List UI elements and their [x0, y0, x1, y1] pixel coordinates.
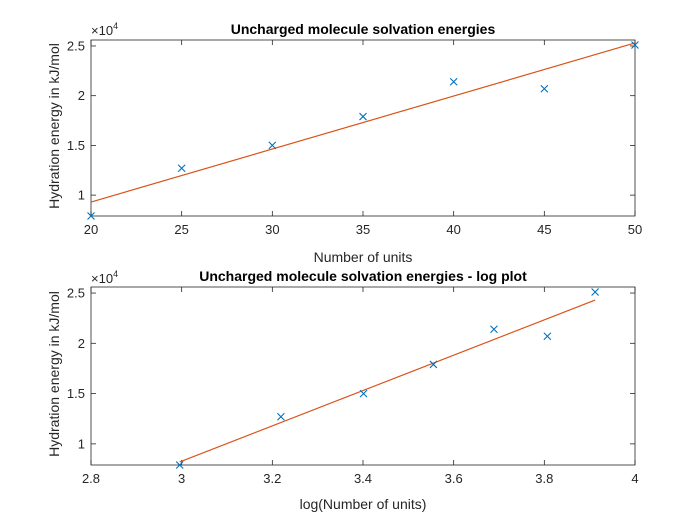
bottom-x-tick-label: 3 — [178, 471, 185, 486]
top-x-tick-label: 25 — [174, 222, 188, 237]
bottom-data-point — [543, 332, 552, 341]
top-x-axis-label: Number of units — [314, 249, 413, 265]
bottom-y-exponent-label: ×104 — [91, 269, 118, 286]
bottom-data-point — [359, 389, 368, 398]
top-x-tick-label: 35 — [356, 222, 370, 237]
bottom-fit-line — [179, 299, 596, 463]
bottom-y-tick-label: 1 — [78, 436, 85, 451]
bottom-data-point — [591, 288, 599, 296]
bottom-x-tick-label: 2.8 — [82, 471, 100, 486]
top-x-tick-label: 40 — [446, 222, 460, 237]
bottom-data-point — [277, 412, 285, 421]
top-y-tick-label: 1 — [78, 188, 85, 203]
top-y-tick-label: 2 — [78, 88, 85, 103]
top-data-point — [177, 164, 186, 173]
bottom-plot-area — [90, 286, 636, 466]
bottom-chart-title: Uncharged molecule solvation energies - … — [199, 268, 527, 284]
bottom-data-point — [490, 325, 498, 334]
top-axes: Uncharged molecule solvation energies Nu… — [46, 21, 642, 265]
bottom-x-tick-label: 3.8 — [535, 471, 553, 486]
top-y-exponent-base: ×10 — [91, 23, 113, 38]
top-x-tick-label: 45 — [537, 222, 551, 237]
bottom-y-exponent-base: ×10 — [91, 271, 113, 286]
top-y-exponent-label: ×104 — [91, 21, 118, 38]
top-data-point — [540, 84, 549, 93]
top-x-tick-label: 50 — [628, 222, 642, 237]
bottom-y-exponent-power: 4 — [113, 269, 118, 279]
bottom-y-tick-label: 2 — [78, 336, 85, 351]
top-data-point — [87, 212, 95, 220]
top-x-tick-label: 30 — [265, 222, 279, 237]
bottom-y-tick-label: 2.5 — [67, 286, 85, 301]
bottom-x-tick-label: 3.2 — [263, 471, 281, 486]
top-y-exponent-power: 4 — [113, 21, 118, 31]
top-fit-line — [90, 42, 636, 203]
top-y-tick-label: 1.5 — [67, 138, 85, 153]
bottom-data-point — [429, 360, 438, 369]
bottom-x-tick-label: 3.4 — [354, 471, 372, 486]
bottom-x-tick-label: 4 — [631, 471, 638, 486]
top-data-point — [449, 77, 458, 86]
bottom-axes: Uncharged molecule solvation energies - … — [46, 268, 639, 512]
bottom-y-tick-label: 1.5 — [67, 386, 85, 401]
top-data-point — [359, 112, 367, 121]
top-x-tick-label: 20 — [84, 222, 98, 237]
top-y-tick-label: 2.5 — [67, 38, 85, 53]
bottom-data-point — [175, 461, 184, 469]
bottom-x-tick-label: 3.6 — [445, 471, 463, 486]
top-data-point — [268, 141, 277, 150]
bottom-x-axis-label: log(Number of units) — [300, 496, 427, 512]
bottom-y-axis-label: Hydration energy in kJ/mol — [46, 291, 62, 457]
top-y-axis-label: Hydration energy in kJ/mol — [46, 43, 62, 209]
top-chart-title: Uncharged molecule solvation energies — [231, 21, 496, 37]
top-data-point — [631, 41, 639, 49]
